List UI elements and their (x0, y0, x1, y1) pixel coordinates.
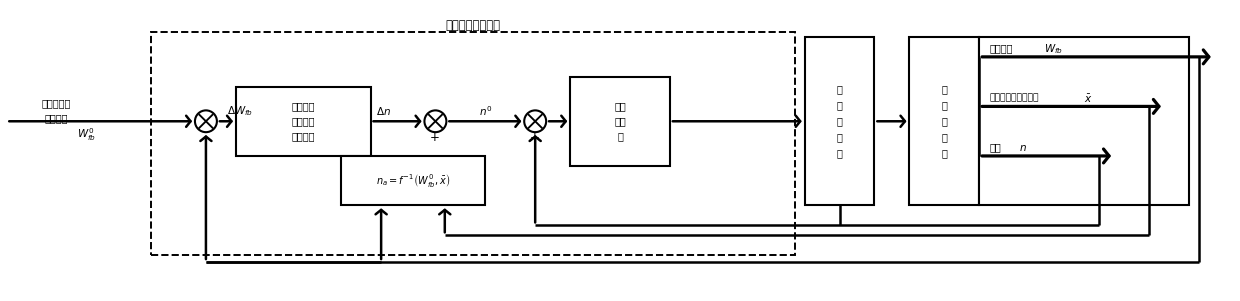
Text: 动: 动 (941, 101, 947, 110)
Bar (805, 37, 874, 206)
Text: 器: 器 (837, 148, 842, 158)
Text: $n^0$: $n^0$ (479, 104, 492, 118)
Bar (570, 77, 670, 166)
Text: 泵转速指: 泵转速指 (291, 116, 315, 126)
Text: 率: 率 (837, 101, 842, 110)
Text: 转速: 转速 (990, 142, 1001, 152)
Text: 燃: 燃 (941, 116, 947, 126)
Bar (236, 87, 371, 156)
Text: 电: 电 (941, 85, 947, 95)
Text: 转速: 转速 (614, 101, 626, 111)
Text: $\Delta n$: $\Delta n$ (376, 105, 391, 117)
Text: 电动燃油泵控制器: 电动燃油泵控制器 (445, 19, 500, 32)
Text: 变: 变 (837, 116, 842, 126)
Text: $W_{fb}$: $W_{fb}$ (1044, 42, 1063, 56)
Text: $n$: $n$ (1019, 143, 1027, 153)
Text: 泵: 泵 (941, 148, 947, 158)
Text: 燃油流量: 燃油流量 (990, 43, 1013, 53)
Text: $n_a=f^{-1}\left(W_{fb}^{0},\bar{x}\right)$: $n_a=f^{-1}\left(W_{fb}^{0},\bar{x}\righ… (376, 172, 450, 189)
Text: 器: 器 (618, 131, 622, 141)
Text: 温度、压力、压差等: 温度、压力、压差等 (990, 93, 1039, 102)
Text: +: + (430, 131, 440, 144)
Text: +: + (529, 131, 539, 144)
Text: $W_{fb}^{0}$: $W_{fb}^{0}$ (77, 126, 95, 143)
Text: 功: 功 (837, 85, 842, 95)
Text: 控制: 控制 (614, 116, 626, 126)
Text: 电动燃油: 电动燃油 (291, 101, 315, 111)
Bar (341, 156, 485, 206)
Text: 换: 换 (837, 132, 842, 142)
Bar (980, 37, 1189, 206)
Text: 油: 油 (941, 132, 947, 142)
Bar (151, 32, 795, 255)
Text: 令调节器: 令调节器 (291, 131, 315, 141)
Bar (909, 37, 980, 206)
Text: $\bar{x}$: $\bar{x}$ (1084, 92, 1092, 104)
Text: 发动机燃油: 发动机燃油 (42, 98, 71, 108)
Text: 需求指令: 需求指令 (45, 113, 68, 123)
Text: $\Delta W_{fb}$: $\Delta W_{fb}$ (227, 104, 253, 118)
